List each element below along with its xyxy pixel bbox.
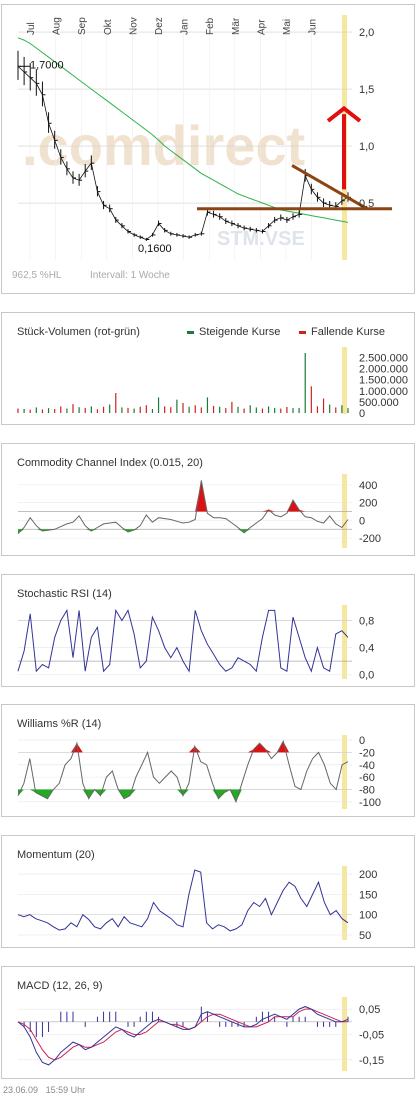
price-tick-label: 0,5 [359,198,374,210]
cci-tick-label: -200 [359,533,381,545]
wr-tick-label: -80 [359,784,375,796]
volume-tick-label: 1.000.000 [359,386,408,398]
month-label: Feb [205,17,216,35]
wr-tick-label: -60 [359,772,375,784]
price-close-line [17,66,349,240]
macd-tick-label: -0,05 [359,1030,384,1042]
mom-title: Momentum (20) [17,849,95,861]
resistance-trendline [291,164,368,211]
footer-timestamp: 23.06.09 15:59 Uhr [3,1085,85,1095]
volume-chart: 2.500.0002.000.0001.500.0001.000.000500.… [17,347,408,420]
volume-tick-label: 1.500.000 [359,375,408,387]
macd-title: MACD (12, 26, 9) [17,980,103,992]
mom-chart: 200 150 100 50 [17,866,377,942]
macd-chart: 0,05 -0,05 -0,15 [17,997,384,1071]
overbought-area [18,741,348,753]
cci-tick-label: 200 [359,498,377,510]
srsi-tick-label: 0,0 [359,670,374,682]
mom-tick-label: 200 [359,869,377,881]
wr-panel: Williams %R (14) 0 -20 -40 -60 -80 -100 [1,704,415,817]
srsi-tick-label: 0,8 [359,616,374,628]
month-label: Apr [256,19,267,35]
srsi-tick-label: 0,4 [359,643,374,655]
wr-tick-label: -100 [359,797,381,809]
month-label: Mär [231,17,242,35]
month-label: Aug [52,17,63,35]
mom-line [17,869,349,932]
cci-tick-label: 400 [359,480,377,492]
macd-tick-label: -0,15 [359,1055,384,1067]
legend-down-swatch [299,331,306,334]
price-tick-label: 2,0 [359,27,374,39]
wr-tick-label: 0 [359,735,365,747]
current-date-marker [342,735,347,809]
month-label: Mai [282,19,293,35]
price-panel: .comdirect STM.VSE Jul Aug Sep Okt Nov Dez Jan Fe… [1,4,415,294]
legend-down-label: Fallende Kurse [311,326,385,338]
srsi-line [17,608,349,673]
current-date-marker [342,997,347,1071]
cci-panel: Commodity Channel Index (0.015, 20) 400 2… [1,443,415,556]
cci-chart: 400 200 0 -200 [17,474,381,548]
current-date-marker [342,474,347,548]
low-label: 0,1600 [138,243,172,255]
wr-title: Williams %R (14) [17,718,102,730]
wr-line [17,739,349,804]
wr-tick-label: -40 [359,760,375,772]
volume-tick-label: 2.000.000 [359,364,408,376]
mom-tick-label: 150 [359,889,377,901]
price-info-interval: Intervall: 1 Woche [90,270,170,281]
wr-chart: 0-20-40-60-80-100 [17,735,381,809]
month-label: Sep [77,17,88,35]
srsi-chart: 0,8 0,4 0,0 [17,605,374,682]
month-label: Dez [154,17,165,35]
macd-tick-label: 0,05 [359,1004,380,1016]
footer-date: 23.06.09 [3,1085,39,1095]
mom-tick-label: 100 [359,910,377,922]
current-date-marker [342,866,347,940]
oversold-area [18,529,348,534]
volume-tick-label: 2.500.000 [359,352,408,364]
volume-tick-label: 500.000 [359,397,399,409]
legend-up-swatch [187,331,194,334]
volume-title: Stück-Volumen (rot-grün) [17,326,140,338]
volume-panel: Stück-Volumen (rot-grün) Steigende Kurse… [1,312,415,425]
month-label: Okt [103,19,114,35]
month-label: Nov [128,17,139,35]
moving-average-line [17,37,349,223]
macd-signal-line [17,1008,348,1061]
legend-up-label: Steigende Kurse [199,326,281,338]
breakout-arrow-head [326,105,362,123]
month-label: Jan [180,19,191,35]
price-tick-label: 1,0 [359,141,374,153]
cci-tick-label: 0 [359,515,365,527]
macd-panel: MACD (12, 26, 9) 0,05 -0,05 -0,15 [1,966,415,1079]
current-date-marker [342,605,347,679]
macd-line [17,1006,349,1066]
mom-tick-label: 50 [359,930,371,942]
srsi-title: Stochastic RSI (14) [17,588,112,600]
cci-line [17,480,349,535]
month-label: Jun [308,19,319,35]
price-info-left: 962,5 %HL [12,270,62,281]
srsi-panel: Stochastic RSI (14) 0,8 0,4 0,0 [1,574,415,687]
price-tick-label: 1,5 [359,84,374,96]
watermark-symbol: STM.VSE [217,228,305,250]
volume-tick-label: 0 [359,408,365,420]
month-label: Jul [26,22,37,35]
current-date-marker [342,347,347,414]
mom-panel: Momentum (20) 200 150 100 50 [1,835,415,948]
cci-title: Commodity Channel Index (0.015, 20) [17,457,203,469]
high-label: 1,7000 [30,59,64,71]
wr-tick-label: -20 [359,747,375,759]
footer-time: 15:59 Uhr [45,1085,86,1095]
